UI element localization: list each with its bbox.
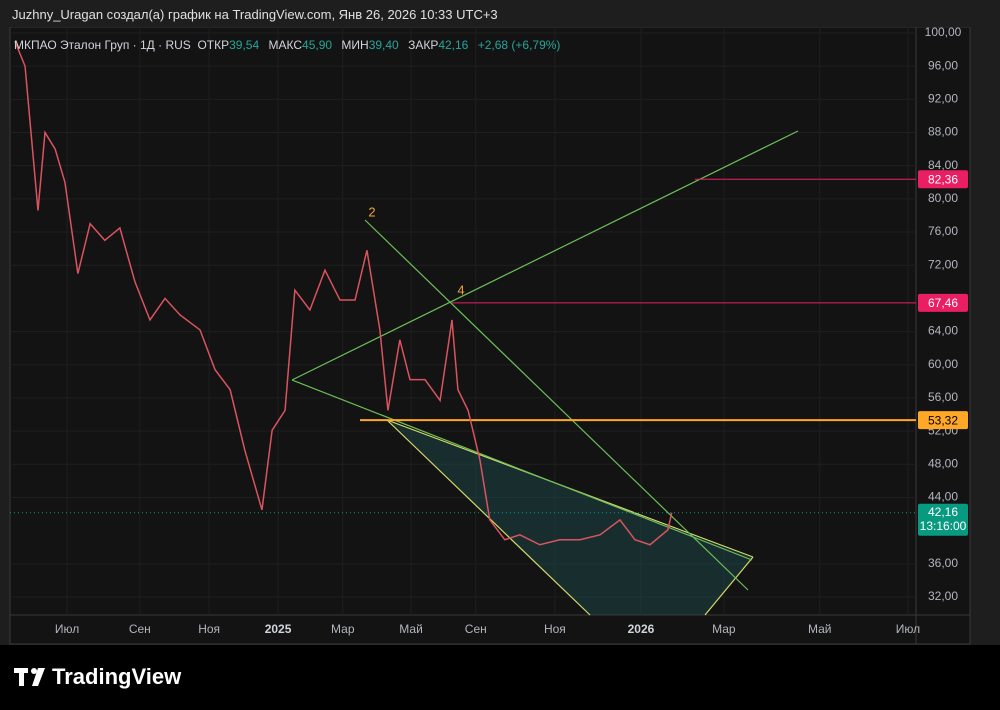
footer-bg	[0, 645, 1000, 710]
x-tick-label: Сен	[129, 622, 151, 636]
legend-value: 45,90	[302, 38, 333, 52]
price-line	[14, 40, 673, 546]
legend-value: 42,16	[438, 38, 469, 52]
y-tick-label: 48,00	[928, 456, 958, 470]
triangle-fill	[387, 420, 753, 615]
y-tick-label: 92,00	[928, 92, 958, 106]
y-tick-label: 64,00	[928, 324, 958, 338]
legend-label: ЗАКР	[408, 38, 439, 52]
header: Juzhny_Uragan создал(а) график на Tradin…	[0, 0, 1000, 27]
y-tick-label: 88,00	[928, 125, 958, 139]
legend-label: МАКС	[268, 38, 303, 52]
price-label: 53,32	[928, 413, 958, 427]
y-tick-label: 100,00	[925, 25, 962, 39]
price-label-box	[918, 170, 968, 189]
trend-line	[364, 219, 749, 591]
x-tick-label: Мар	[712, 622, 736, 636]
last-price-label: 42,16	[928, 505, 958, 519]
legend-label: МИН	[341, 38, 369, 52]
symbol: МКПАО Эталон Груп · 1Д · RUS	[14, 38, 191, 52]
y-tick-label: 44,00	[928, 490, 958, 504]
logo-part	[32, 668, 45, 686]
brand: TradingView	[52, 664, 182, 689]
x-tick-label: Май	[399, 622, 423, 636]
x-tick-label: Ноя	[198, 622, 220, 636]
legend: МКПАО Эталон Груп · 1Д · RUS ОТКР39,54 М…	[14, 38, 566, 52]
x-tick-label: Ноя	[544, 622, 566, 636]
price-label: 67,46	[928, 296, 958, 310]
price-label-box	[918, 293, 968, 312]
legend-change: +2,68 (+6,79%)	[477, 38, 561, 52]
trend-line	[291, 379, 753, 561]
x-tick-label: Сен	[465, 622, 487, 636]
x-tick-label: Июл	[896, 622, 920, 636]
wave-label: 2	[368, 204, 375, 219]
y-tick-label: 80,00	[928, 191, 958, 205]
trend-line	[386, 419, 591, 616]
x-tick-label: Май	[808, 622, 832, 636]
legend-value: 39,40	[368, 38, 399, 52]
wave-label: 4	[457, 282, 464, 297]
trend-line	[704, 556, 754, 616]
price-label-box	[918, 411, 968, 430]
last-price-box	[918, 503, 968, 536]
legend-value: 39,54	[229, 38, 260, 52]
y-tick-label: 72,00	[928, 257, 958, 271]
x-tick-label: Июл	[55, 622, 79, 636]
y-tick-label: 36,00	[928, 556, 958, 570]
y-tick-label: 56,00	[928, 390, 958, 404]
logo-part	[31, 668, 37, 674]
x-tick-label: Мар	[331, 622, 355, 636]
x-tick-label: 2025	[265, 622, 292, 636]
y-tick-label: 96,00	[928, 58, 958, 72]
logo-icon	[14, 668, 45, 686]
legend-label: ОТКР	[197, 38, 230, 52]
chart-pane	[9, 26, 971, 645]
y-tick-label: 32,00	[928, 589, 958, 603]
price-label: 82,36	[928, 172, 958, 186]
y-tick-label: 76,00	[928, 224, 958, 238]
x-tick-label: 2026	[628, 622, 655, 636]
logo-part	[19, 668, 24, 686]
drawings	[291, 130, 799, 616]
trend-line	[291, 130, 799, 381]
y-tick-label: 60,00	[928, 357, 958, 371]
countdown: 13:16:00	[920, 519, 967, 533]
y-tick-label: 84,00	[928, 158, 958, 172]
